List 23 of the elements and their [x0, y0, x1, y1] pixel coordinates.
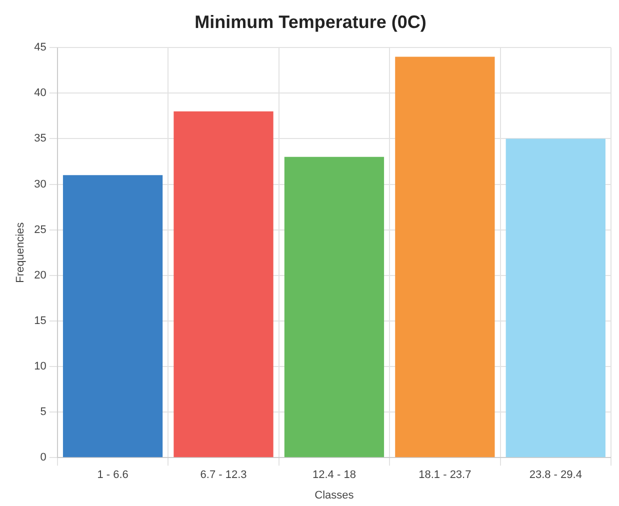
x-tick-label: 18.1 - 23.7 — [418, 469, 472, 482]
bar — [506, 138, 606, 458]
y-tick-label: 15 — [34, 314, 46, 327]
chart-title: Minimum Temperature (0C) — [194, 12, 426, 32]
y-tick-label: 25 — [34, 224, 46, 236]
bar — [174, 111, 274, 458]
y-axis-title: Frequencies — [14, 222, 27, 283]
y-tick-label: 0 — [40, 452, 46, 464]
x-tick-label: 1 - 6.6 — [97, 469, 128, 482]
bar — [62, 175, 163, 458]
y-tick-label: 45 — [34, 42, 46, 54]
y-tick-label: 5 — [40, 406, 46, 418]
x-tick-label: 12.4 - 18 — [312, 469, 356, 482]
y-tick-label: 35 — [34, 132, 46, 145]
y-tick-label: 40 — [34, 87, 46, 100]
x-tick-label: 23.8 - 29.4 — [529, 469, 582, 482]
bar — [395, 56, 495, 458]
x-axis-title: Classes — [314, 489, 354, 502]
y-tick-label: 30 — [34, 178, 46, 190]
bar — [284, 156, 384, 458]
y-tick-label: 20 — [34, 269, 46, 282]
y-tick-label: 10 — [34, 360, 46, 373]
x-tick-label: 6.7 - 12.3 — [200, 469, 247, 482]
